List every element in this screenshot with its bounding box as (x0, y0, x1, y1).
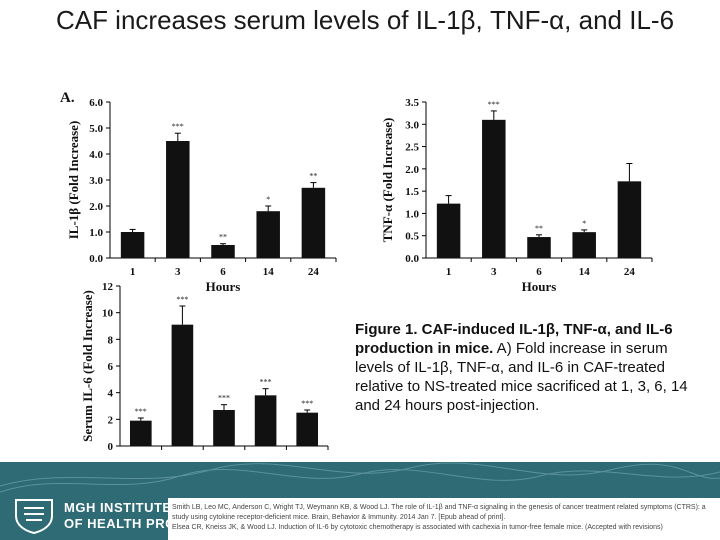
il1b-y-tick-label: 0.0 (89, 253, 103, 265)
tnfa-y-tick-label: 0.0 (405, 253, 419, 265)
il1b-bar (301, 187, 326, 258)
il6-significance-label: *** (260, 378, 272, 387)
il1b-x-axis-title: Hours (206, 279, 241, 294)
il1b-significance-label: *** (172, 122, 184, 131)
il6-y-tick-label: 4 (108, 388, 114, 400)
il1b-x-tick-label: 1 (130, 266, 136, 278)
il6-bar (171, 324, 194, 446)
tnfa-y-axis-title: TNF-α (Fold Increase) (380, 118, 395, 243)
il6-bar (129, 420, 152, 446)
il1b-bar (120, 232, 145, 258)
tnfa-x-tick-label: 6 (536, 266, 542, 278)
il6-significance-label: *** (218, 394, 230, 403)
caption-bold: Figure 1. CAF-induced IL-1β, TNF-α, and … (355, 321, 673, 357)
tnfa-y-tick-label: 2.5 (405, 142, 419, 154)
reference-2: Elsea CR, Kneiss JK, & Wood LJ. Inductio… (172, 524, 663, 531)
il1b-bar (166, 141, 190, 258)
tnfa-x-axis-title: Hours (522, 279, 557, 294)
il6-y-tick-label: 2 (108, 414, 114, 426)
tnfa-y-tick-label: 1.5 (405, 186, 419, 198)
il1b-significance-label: * (266, 195, 270, 204)
shield-logo-icon (15, 499, 53, 534)
tnfa-y-tick-label: 2.0 (405, 164, 419, 176)
tnfa-x-tick-label: 14 (579, 266, 591, 278)
tnfa-x-tick-label: 1 (446, 266, 452, 278)
il6-bar (254, 395, 277, 446)
footer-pattern (0, 462, 720, 493)
logo-line-1: MGH INSTITUTE (64, 500, 172, 515)
il1b-bar (211, 245, 235, 258)
il1b-x-tick-label: 6 (220, 266, 226, 278)
il1b-chart: 0.0 1.0 2.0 3.0 4.0 5.0 6.0 1 *** 3 ** 6 * 14 ** 24 Hour… (66, 97, 337, 294)
tnfa-significance-label: ** (535, 224, 543, 233)
il1b-y-tick-label: 2.0 (89, 201, 103, 213)
il1b-x-tick-label: 3 (175, 266, 181, 278)
il1b-y-tick-label: 3.0 (89, 175, 103, 187)
tnfa-bar (617, 181, 642, 258)
il6-y-tick-label: 12 (102, 281, 114, 293)
il1b-y-tick-label: 1.0 (89, 227, 103, 239)
tnfa-chart: 0.0 0.5 1.0 1.5 2.0 2.5 3.0 3.5 1 *** 3 ** 6 * 14 24 Hou… (380, 97, 653, 294)
panel-label: A. (60, 90, 75, 106)
il6-bar (296, 412, 319, 446)
il6-significance-label: *** (176, 295, 188, 304)
il1b-x-tick-label: 24 (308, 266, 320, 278)
il1b-x-tick-label: 14 (263, 266, 275, 278)
tnfa-x-tick-label: 24 (624, 266, 636, 278)
figure-caption: Figure 1. CAF-induced IL-1β, TNF-α, and … (355, 320, 705, 415)
il6-y-tick-label: 10 (102, 308, 114, 320)
tnfa-significance-label: *** (488, 100, 500, 109)
tnfa-y-tick-label: 1.0 (405, 208, 419, 220)
references-box (168, 498, 720, 540)
il6-significance-label: *** (301, 399, 313, 408)
tnfa-significance-label: * (582, 219, 586, 228)
reference-1: Smith LB, Leo MC, Anderson C, Wright TJ,… (172, 504, 706, 521)
il1b-significance-label: ** (309, 172, 317, 181)
slide-title: CAF increases serum levels of IL-1β, TNF… (55, 5, 675, 35)
tnfa-bar (527, 237, 551, 258)
tnfa-x-tick-label: 3 (491, 266, 497, 278)
il6-significance-label: *** (135, 407, 147, 416)
il6-bar (213, 410, 235, 446)
il1b-y-axis-title: IL-1β (Fold Increase) (66, 121, 81, 240)
il1b-y-tick-label: 6.0 (89, 97, 103, 109)
il1b-bar (256, 211, 280, 258)
tnfa-bar (436, 203, 461, 258)
tnfa-y-tick-label: 3.5 (405, 97, 419, 109)
il6-y-axis-title: Serum IL-6 (Fold Increase) (80, 290, 95, 442)
tnfa-bar (482, 119, 506, 258)
tnfa-bar (572, 232, 596, 258)
il6-y-tick-label: 8 (108, 334, 114, 346)
il1b-y-tick-label: 5.0 (89, 123, 103, 135)
il6-y-tick-label: 6 (108, 361, 114, 373)
il1b-significance-label: ** (219, 233, 227, 242)
references: Smith LB, Leo MC, Anderson C, Wright TJ,… (172, 503, 712, 533)
il6-y-tick-label: 0 (108, 441, 114, 453)
il1b-y-tick-label: 4.0 (89, 149, 103, 161)
caption-text: A) Fold increase in serum levels of IL-1… (355, 340, 688, 414)
tnfa-y-tick-label: 3.0 (405, 119, 419, 131)
tnfa-y-tick-label: 0.5 (405, 231, 419, 243)
